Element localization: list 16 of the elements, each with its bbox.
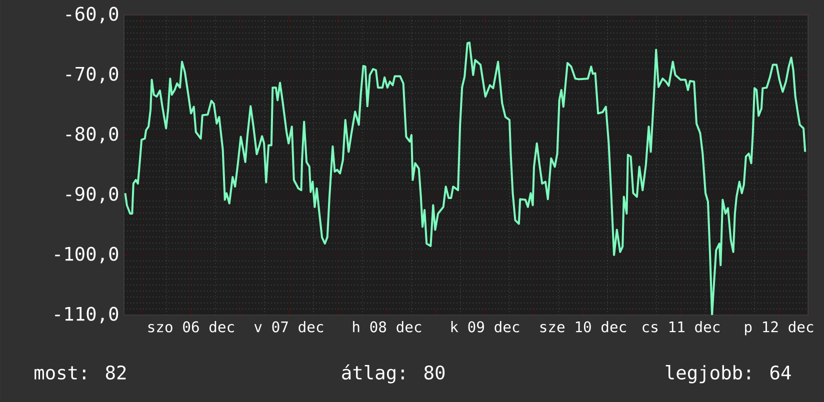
x-tick-label: cs 11 dec xyxy=(642,321,720,332)
y-tick-label: -100,0 xyxy=(55,246,118,264)
x-tick-label: p 12 dec xyxy=(745,321,814,336)
x-tick-label: v 07 dec xyxy=(254,321,324,332)
x-tick-label: szo 06 dec xyxy=(148,321,234,332)
y-tick-label: -110,0 xyxy=(55,306,118,324)
y-tick-label: -70,0 xyxy=(66,66,118,84)
x-tick-label: h 08 dec xyxy=(353,321,422,332)
text: most: 82 xyxy=(34,365,126,380)
y-tick-label: -90,0 xyxy=(66,186,118,204)
x-tick-label: k 09 dec xyxy=(451,321,520,332)
y-tick-label: -80,0 xyxy=(66,126,118,144)
x-tick-label: sze 10 dec xyxy=(540,321,626,332)
text: átlag: 80 xyxy=(342,364,445,384)
y-tick-label: -60,0 xyxy=(66,6,118,24)
text: legjobb: 64 xyxy=(666,365,791,384)
